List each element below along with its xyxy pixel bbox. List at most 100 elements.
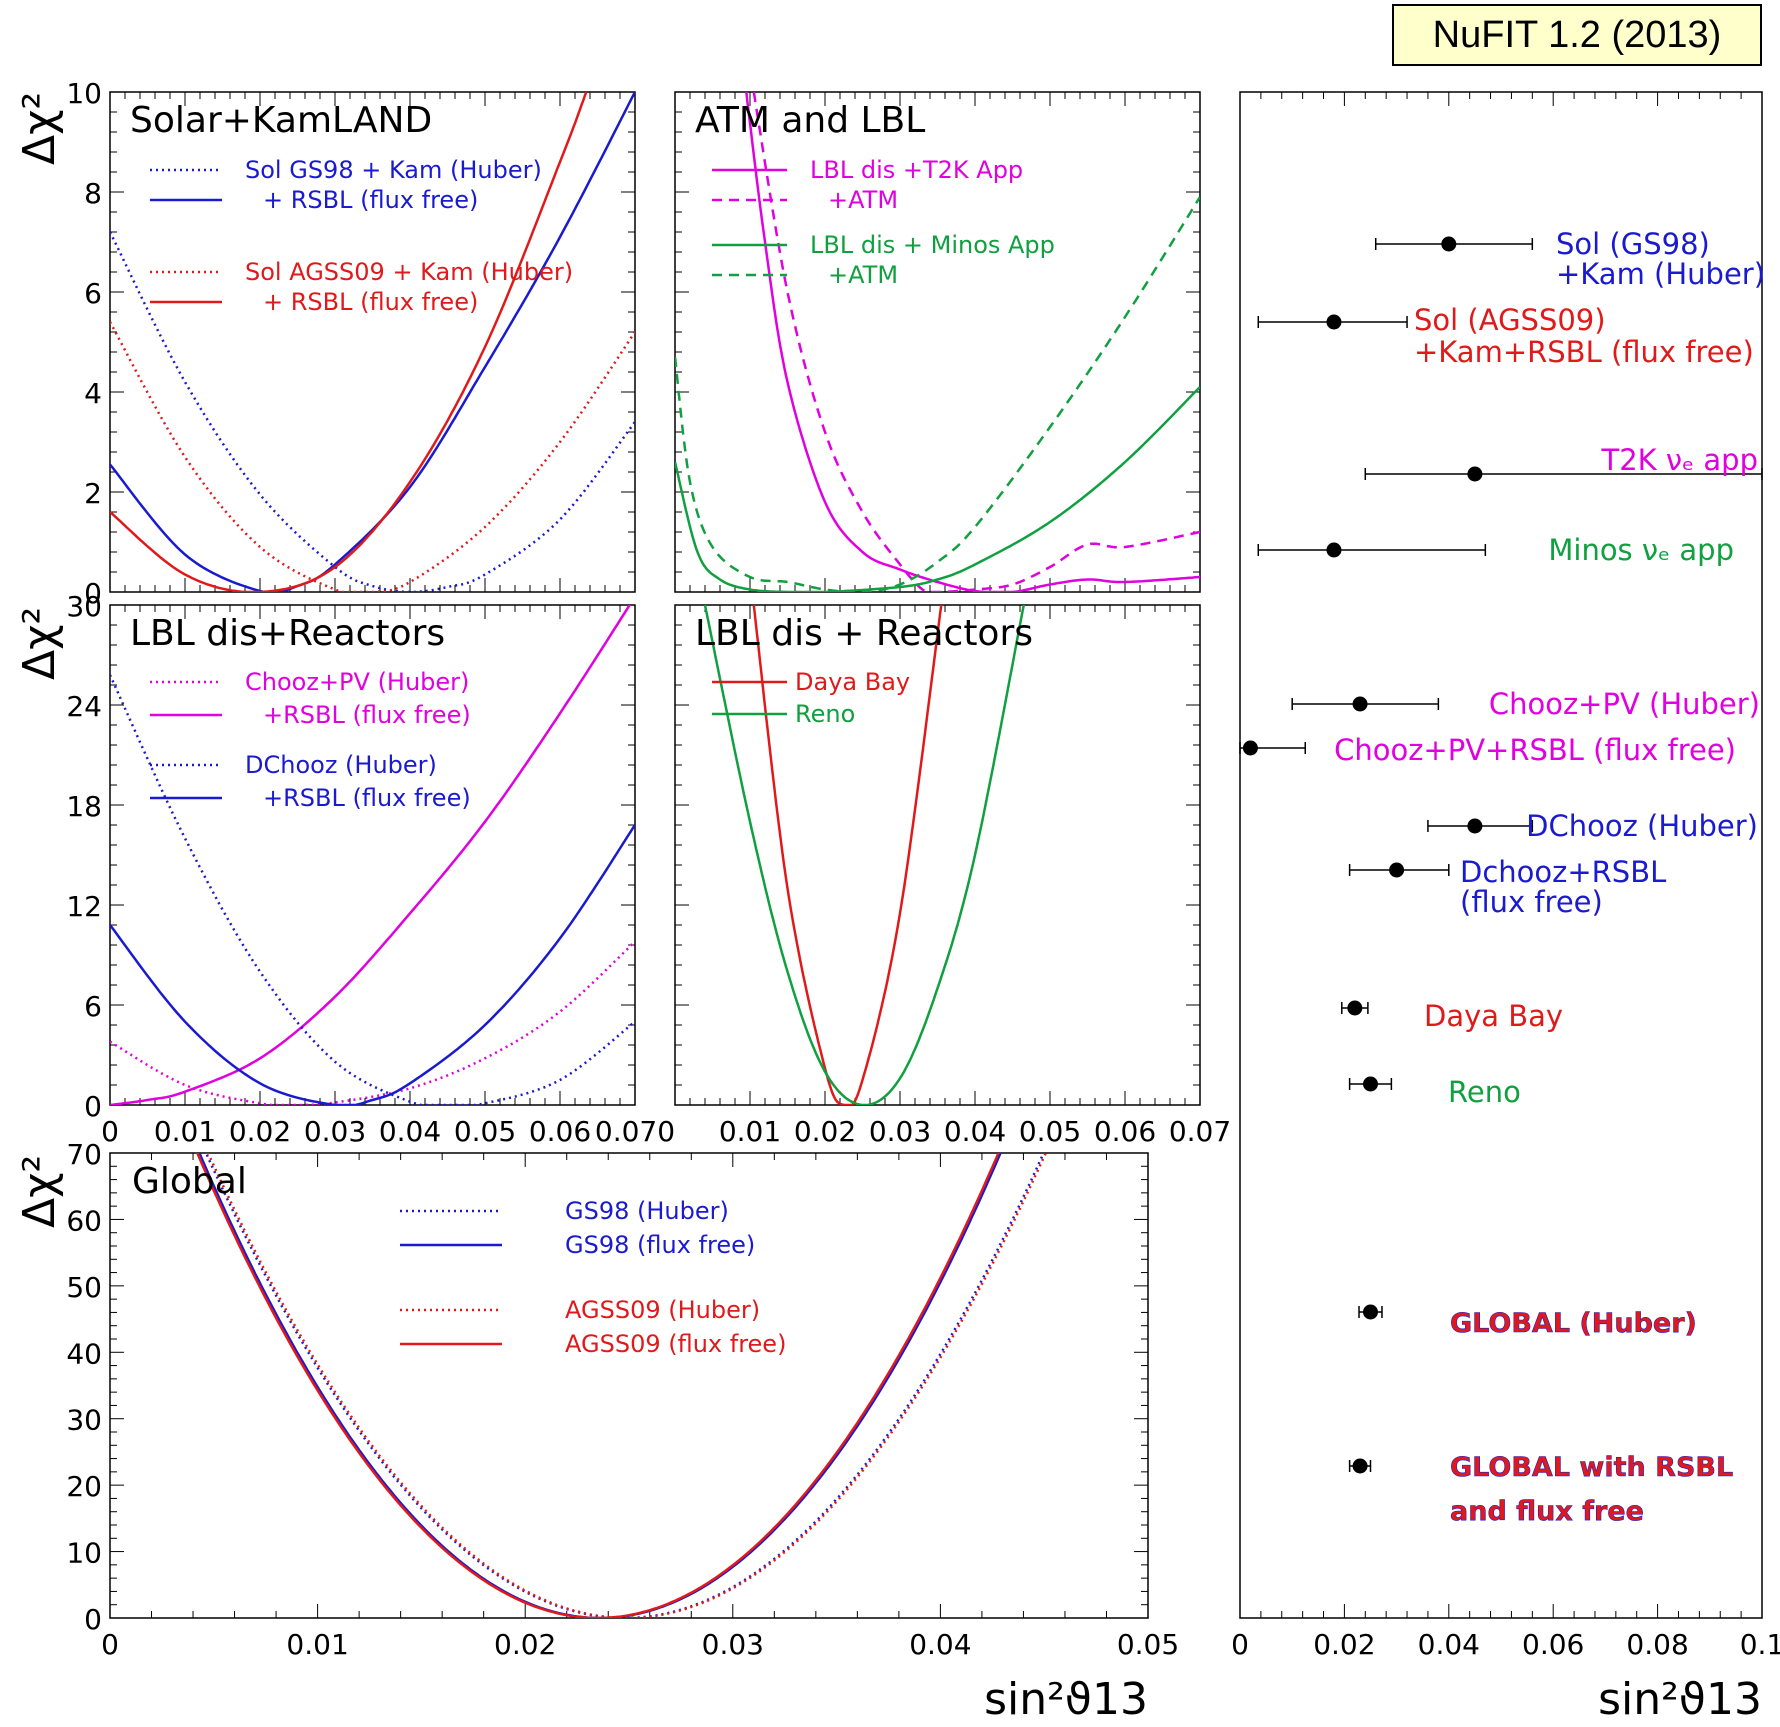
y-tick-label: 4 [84,377,102,410]
y-tick-label: 50 [66,1271,102,1304]
panel-title: Solar+KamLAND [130,100,432,141]
y-tick-label: 8 [84,177,102,210]
series-line [752,605,943,1105]
panel-global [109,1152,1149,1619]
data-point [1352,1458,1368,1474]
x-axis-title: sin²ϑ13 [984,1674,1148,1725]
y-axis-title: Δχ² [14,607,65,680]
panel-title: Global [132,1161,247,1202]
point-label: T2K νₑ app [1601,443,1759,477]
y-tick-label: 12 [66,890,102,923]
data-point [1467,818,1483,834]
y-tick-label: 70 [66,1138,102,1171]
panel-frame [109,1152,1149,1619]
legend-reactors [712,680,787,716]
point-label: Chooz+PV (Huber) [1489,687,1760,721]
series-line [752,92,1200,592]
point-label: +Kam+RSBL (flux free) [1414,335,1754,369]
data-point [1326,542,1342,558]
panel-title: LBL dis+Reactors [130,613,445,654]
data-point [1363,1076,1378,1092]
legend-label: Daya Bay [795,668,910,696]
y-tick-label: 18 [66,790,102,823]
y-tick-label: 40 [66,1337,102,1370]
series-line [110,92,635,592]
legend-label: Reno [795,700,855,728]
data-point [1352,696,1368,712]
y-tick-label: 6 [84,277,102,310]
series-line [195,1153,1000,1618]
series-line [198,1153,1002,1618]
legend-solar [150,168,222,304]
point-label: Dchooz+RSBL [1460,855,1666,889]
panel-summary [1239,91,1763,1619]
panel-reactors [674,604,1201,1106]
panel-title: ATM and LBL [695,100,925,141]
x-tick-label: 0.01 [719,1115,781,1148]
panel-frame [674,91,1201,593]
data-point [1389,862,1405,878]
data-point [1363,1304,1378,1320]
x-tick-label: 0.06 [529,1115,591,1148]
x-axis-title: sin²ϑ13 [1598,1674,1762,1725]
legend-label: +ATM [828,261,898,289]
legend-label: AGSS09 (flux free) [565,1330,786,1358]
series-group-reactors [703,605,1026,1105]
series-group-lbl_reactors [110,605,635,1105]
panel-title: LBL dis + Reactors [695,613,1033,654]
data-point [1441,236,1457,252]
legend-label: LBL dis +T2K App [810,156,1023,184]
x-tick-label: 0.01 [286,1628,348,1661]
point-label: Daya Bay [1424,999,1563,1033]
series-line [675,196,1200,592]
legend-label: GS98 (Huber) [565,1197,729,1225]
y-tick-label: 6 [84,990,102,1023]
data-point [1326,314,1342,330]
series-group-atm [675,92,1200,592]
y-tick-label: 60 [66,1204,102,1237]
x-tick-label: 0.03 [304,1115,366,1148]
series-line [110,674,635,1105]
point-label: +Kam (Huber) [1556,257,1765,291]
x-tick-label: 0.04 [1418,1628,1480,1661]
point-label: and flux free [1450,1496,1644,1527]
x-tick-label: 0.01 [154,1115,216,1148]
panel-atm [674,91,1201,593]
y-tick-label: 10 [66,1537,102,1570]
y-tick-label: 20 [66,1470,102,1503]
x-tick-label: 0.05 [1019,1115,1081,1148]
data-point [1347,1000,1363,1016]
panel-frame [674,604,1201,1106]
panel-solar [109,91,636,593]
series-line [110,940,635,1105]
point-label: Sol (AGSS09) [1414,303,1606,337]
x-tick-label: 0.02 [1313,1628,1375,1661]
x-tick-label: 0.02 [494,1628,556,1661]
x-tick-label: 0.04 [379,1115,441,1148]
series-line [703,605,1026,1105]
point-label: DChooz (Huber) [1526,809,1758,843]
y-tick-label: 2 [84,477,102,510]
y-axis-title: Δχ² [14,92,65,165]
x-tick-label: 0.070 [595,1115,675,1148]
legend-label: + RSBL (flux free) [263,186,478,214]
legend-label: +ATM [828,186,898,214]
x-tick-label: 0.06 [1094,1115,1156,1148]
y-tick-label: 10 [66,77,102,110]
legend-label: GS98 (flux free) [565,1231,755,1259]
point-label: (flux free) [1460,885,1603,919]
legend-lbl_reactors [150,680,222,800]
panel-frame [1239,91,1763,1619]
y-tick-label: 0 [84,1603,102,1636]
legend-global [400,1209,502,1346]
series-line [206,1153,1048,1618]
x-tick-label: 0.07 [1169,1115,1231,1148]
point-label: Minos νₑ app [1548,533,1734,567]
x-tick-label: 0.02 [794,1115,856,1148]
x-tick-label: 0.02 [229,1115,291,1148]
series-line [110,605,632,1105]
data-point [1242,740,1258,756]
x-tick-label: 0.04 [909,1628,971,1661]
legend-label: + RSBL (flux free) [263,288,478,316]
